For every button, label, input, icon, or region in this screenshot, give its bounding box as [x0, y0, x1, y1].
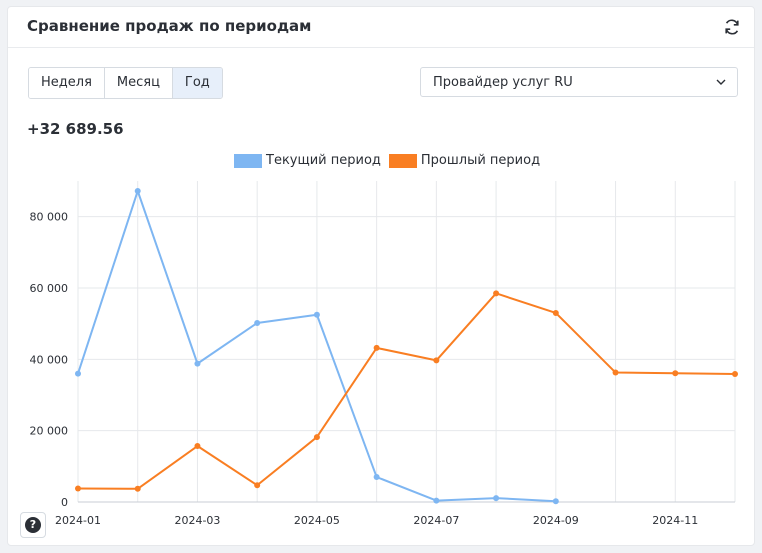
- y-tick-label: 80 000: [30, 211, 69, 224]
- legend-swatch-current: [234, 153, 262, 168]
- x-tick-label: 2024-03: [174, 514, 220, 527]
- tab-week[interactable]: Неделя: [29, 68, 105, 98]
- data-point-current: [254, 319, 261, 326]
- x-tick-label: 2024-05: [294, 514, 340, 527]
- y-tick-label: 20 000: [30, 425, 69, 438]
- legend-label-previous: Прошлый период: [420, 153, 541, 168]
- data-point-previous: [194, 443, 201, 450]
- x-tick-label: 2024-01: [55, 514, 101, 527]
- series-line-current: [77, 189, 556, 503]
- sales-comparison-card: Сравнение продаж по периодам Неделя Меся…: [7, 6, 755, 546]
- y-tick-label: 60 000: [30, 282, 69, 295]
- data-point-previous: [313, 434, 320, 441]
- x-tick-label: 2024-07: [413, 514, 459, 527]
- data-point-current: [194, 360, 201, 367]
- data-point-previous: [75, 485, 81, 492]
- data-point-previous: [134, 485, 141, 492]
- card-header: Сравнение продаж по периодам: [8, 7, 754, 48]
- total-value: +32 689.56: [27, 120, 124, 138]
- data-point-previous: [672, 370, 679, 377]
- data-point-current: [493, 495, 500, 502]
- data-point-previous: [433, 357, 440, 364]
- chevron-down-icon: [716, 79, 726, 85]
- legend-label-current: Текущий период: [266, 153, 381, 168]
- x-tick-label: 2024-11: [652, 514, 698, 527]
- period-tabs: Неделя Месяц Год: [28, 67, 223, 99]
- data-point-previous: [552, 309, 559, 316]
- data-point-current: [75, 370, 81, 377]
- data-point-previous: [732, 370, 738, 377]
- legend-item-current[interactable]: Текущий период: [234, 153, 381, 168]
- help-icon: ?: [25, 517, 41, 533]
- legend-item-previous[interactable]: Прошлый период: [388, 153, 541, 168]
- y-tick-label: 0: [61, 496, 68, 509]
- series-line-previous: [77, 292, 736, 490]
- x-tick-label: 2024-09: [533, 514, 579, 527]
- card-title: Сравнение продаж по периодам: [27, 17, 312, 35]
- tab-month[interactable]: Месяц: [104, 68, 173, 98]
- provider-select-value: Провайдер услуг RU: [433, 75, 573, 90]
- data-point-previous: [373, 344, 380, 351]
- data-point-current: [373, 474, 380, 481]
- data-point-current: [552, 498, 559, 505]
- data-point-current: [433, 497, 440, 504]
- refresh-icon[interactable]: [722, 17, 742, 37]
- data-point-previous: [612, 369, 619, 376]
- y-tick-label: 40 000: [30, 353, 69, 366]
- data-point-previous: [254, 482, 261, 489]
- data-point-previous: [493, 290, 500, 297]
- provider-select[interactable]: Провайдер услуг RU: [420, 67, 738, 97]
- data-point-current: [313, 311, 320, 318]
- chart-legend: Текущий период Прошлый период: [234, 153, 548, 168]
- data-point-current: [134, 187, 141, 194]
- tab-year[interactable]: Год: [172, 68, 222, 98]
- help-button[interactable]: ?: [20, 512, 46, 538]
- legend-swatch-previous: [388, 153, 417, 168]
